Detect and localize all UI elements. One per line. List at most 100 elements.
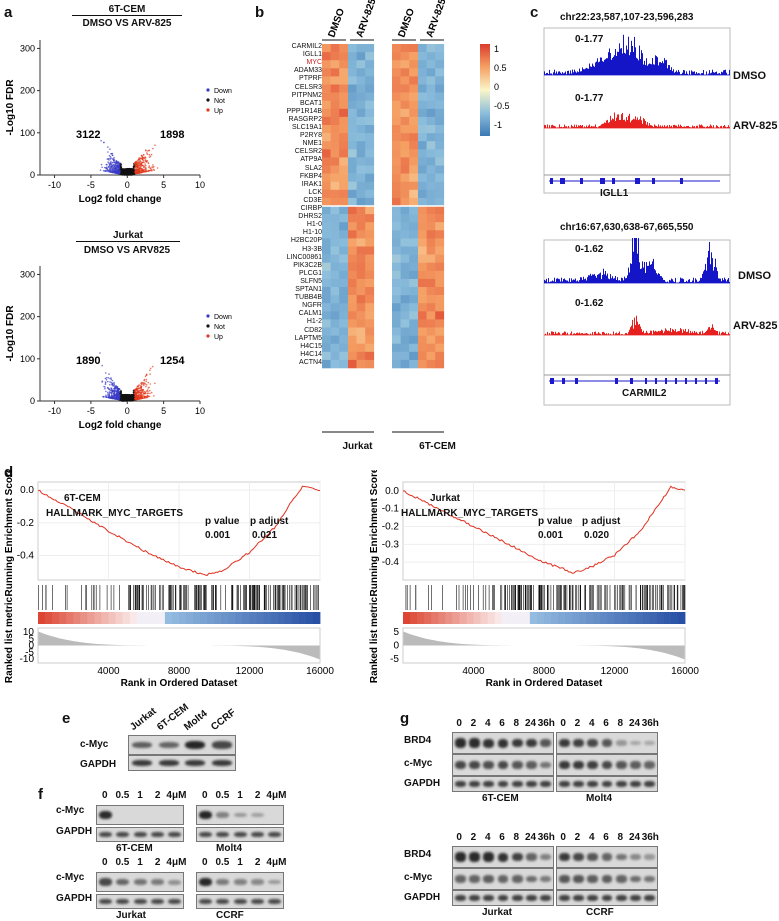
coverage-bar <box>641 269 642 284</box>
coverage-bar <box>594 332 595 335</box>
blot-f-cmyc3 <box>96 872 184 892</box>
blot-g-cmyc <box>452 754 554 776</box>
coverage-bar <box>661 330 662 335</box>
heatmap-cell <box>392 206 401 214</box>
heatmap-cell <box>418 166 427 174</box>
blot-e-gapdh <box>128 755 236 771</box>
heatmap-cell <box>409 101 418 109</box>
volcano-point <box>112 380 114 382</box>
heatmap-cell <box>401 182 410 190</box>
coverage-bar <box>646 125 647 128</box>
heatmap-cell <box>392 109 401 117</box>
row-label-cmyc: c-Myc <box>404 872 432 883</box>
rank-color-cell <box>474 612 482 624</box>
blot-cell-label: 6T-CEM <box>116 843 153 854</box>
heatmap-cell <box>427 271 436 279</box>
row-label-cmyc: c-Myc <box>80 739 108 750</box>
coverage-bar <box>635 116 636 128</box>
track-top-range-dmso: 0-1.77 <box>575 34 603 45</box>
heatmap-cell <box>348 352 357 360</box>
volcano-point <box>117 386 119 388</box>
coverage-bar <box>604 122 605 128</box>
protein-band <box>559 875 570 883</box>
protein-band <box>526 781 537 787</box>
protein-band <box>512 875 523 882</box>
heatmap-cell <box>365 166 374 174</box>
x-tick-label: 10 <box>195 406 205 416</box>
heatmap-cell <box>357 141 366 149</box>
x-axis-label: Log2 fold change <box>79 420 162 431</box>
blot-cell-label: Jurkat <box>116 910 146 921</box>
coverage-bar <box>641 120 642 128</box>
coverage-bar <box>716 267 717 283</box>
protein-band <box>587 853 598 861</box>
coverage-bar <box>544 125 545 128</box>
heatmap-cell <box>418 255 427 263</box>
metric-tick-label: -5 <box>390 654 399 665</box>
heatmap-group-6tcem: 6T-CEM <box>410 441 465 452</box>
heatmap-cell <box>339 336 348 344</box>
genome-tracks <box>540 25 779 425</box>
coverage-bar <box>679 72 680 75</box>
heatmap-cell <box>392 174 401 182</box>
x-tick-label: 8000 <box>533 666 556 677</box>
heatmap-cell <box>322 133 331 141</box>
coverage-bar <box>713 271 714 283</box>
volcano-point <box>125 400 127 402</box>
protein-band <box>469 875 480 882</box>
gene-exon <box>612 178 615 184</box>
protein-band <box>526 739 537 748</box>
heatmap-cell <box>339 206 348 214</box>
coverage-bar <box>654 124 655 128</box>
heatmap-cell <box>392 149 401 157</box>
heatmap-cell <box>357 166 366 174</box>
heatmap-cell <box>418 149 427 157</box>
rank-color-cell <box>38 612 46 624</box>
protein-band <box>251 899 264 904</box>
coverage-bar <box>672 71 673 75</box>
volcano-point <box>116 390 118 392</box>
lane-label: 24 <box>627 832 641 843</box>
heatmap-cell <box>357 336 366 344</box>
coverage-bar <box>642 124 643 128</box>
protein-band <box>216 899 229 904</box>
heatmap-cell <box>357 287 366 295</box>
coverage-bar <box>570 71 571 76</box>
volcano-point <box>145 149 147 151</box>
rank-color-cell <box>544 612 552 624</box>
coverage-track <box>545 316 730 335</box>
heatmap-cell <box>401 247 410 255</box>
protein-band <box>573 781 584 787</box>
volcano-point <box>145 165 147 167</box>
coverage-bar <box>557 278 558 283</box>
heatmap-cell <box>418 287 427 295</box>
coverage-bar <box>658 125 659 129</box>
heatmap-cell <box>409 149 418 157</box>
x-tick-label: 5 <box>161 180 166 190</box>
heatmap-cell <box>401 198 410 206</box>
coverage-bar <box>683 329 684 335</box>
heatmap-cell <box>365 174 374 182</box>
heatmap-cell <box>401 60 410 68</box>
coverage-track <box>544 35 730 75</box>
rank-color-cell <box>116 612 124 624</box>
coverage-bar <box>555 332 556 335</box>
coverage-bar <box>656 56 657 75</box>
heatmap-cell <box>357 149 366 157</box>
coverage-bar <box>630 52 631 75</box>
coverage-bar <box>678 70 679 75</box>
coverage-bar <box>598 332 599 335</box>
volcano-point <box>111 393 113 395</box>
coverage-bar <box>655 331 656 335</box>
coverage-bar <box>634 37 635 75</box>
volcano-point <box>144 382 146 384</box>
rank-color-cell <box>264 612 272 624</box>
rank-color-cell <box>123 612 131 624</box>
heatmap-cell <box>435 117 444 125</box>
track-top-label-arv: ARV-825 <box>733 120 777 132</box>
coverage-bar <box>719 279 720 284</box>
heatmap-cell <box>418 182 427 190</box>
heatmap-cell <box>331 101 340 109</box>
heatmap-cell <box>427 295 436 303</box>
